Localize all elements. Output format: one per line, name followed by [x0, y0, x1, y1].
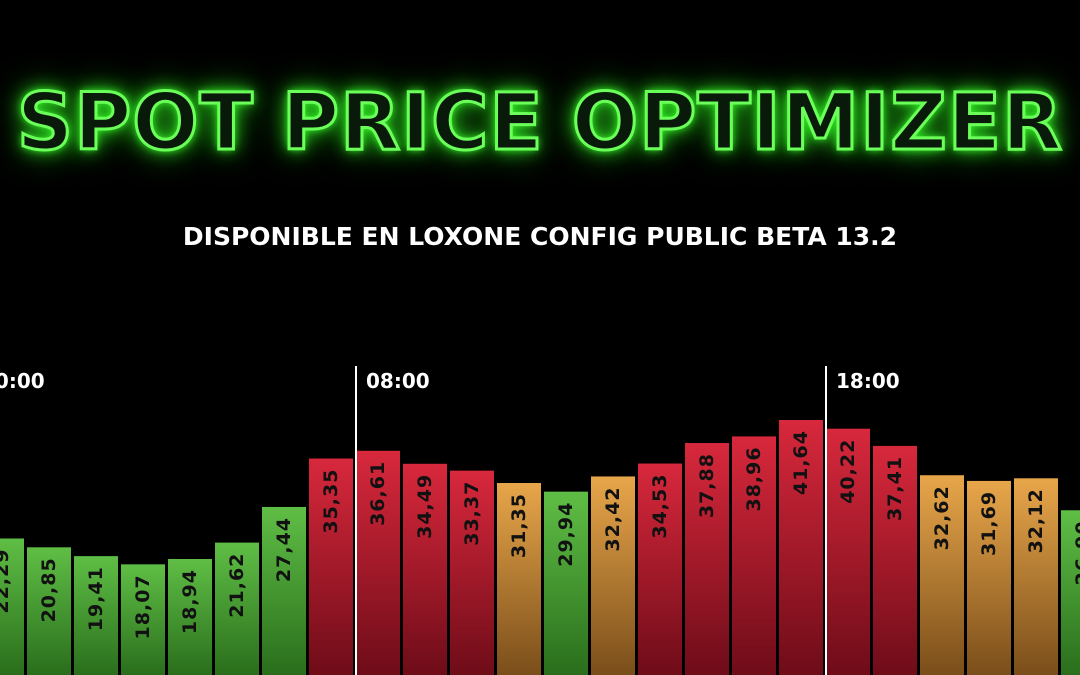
bar-value-label: 21,62: [226, 553, 248, 618]
bar-value-label: 31,69: [978, 491, 1000, 556]
bar-value-label: 26,90: [1072, 520, 1080, 585]
bar-value-label: 20,85: [38, 557, 60, 622]
bar-value-label: 37,41: [884, 456, 906, 521]
bar-1400: [638, 463, 682, 675]
bar-0200: [74, 556, 118, 675]
bar-value-label: 29,94: [555, 502, 577, 567]
bar-value-label: 40,22: [837, 439, 859, 504]
bar-0900: [403, 463, 447, 675]
bar-value-label: 18,07: [132, 574, 154, 639]
bar-value-label: 32,62: [931, 485, 953, 550]
bar-2300: [1061, 510, 1080, 675]
bar-2100: [967, 480, 1011, 675]
bar-1700: [779, 420, 823, 675]
bar-value-label: 31,35: [508, 493, 530, 558]
bar-value-label: 38,96: [743, 446, 765, 511]
bar-1800: [826, 428, 870, 675]
bar-value-label: 37,88: [696, 453, 718, 518]
bar-0100: [27, 547, 71, 675]
bar-1000: [450, 470, 494, 675]
page-title: SPOT PRICE OPTIMIZER: [15, 77, 1064, 170]
time-marker-label: 08:00: [366, 369, 430, 393]
bar-0300: [121, 564, 165, 675]
bar-value-label: 34,49: [414, 474, 436, 539]
bar-value-label: 32,12: [1025, 488, 1047, 553]
bar-0400: [168, 559, 212, 675]
bar-1900: [873, 445, 917, 675]
bar-value-label: 41,64: [790, 430, 812, 495]
bar-0500: [215, 542, 259, 675]
bar-value-label: 19,41: [85, 566, 107, 631]
bar-value-label: 22,29: [0, 548, 13, 613]
bar-0000: [0, 538, 24, 675]
time-marker-label: 18:00: [836, 369, 900, 393]
bar-1600: [732, 436, 776, 675]
bar-value-label: 33,37: [461, 481, 483, 546]
bar-value-label: 34,53: [649, 474, 671, 539]
bar-1300: [591, 476, 635, 675]
page-subtitle: DISPONIBLE EN LOXONE CONFIG PUBLIC BETA …: [182, 222, 898, 251]
bar-value-label: 36,61: [367, 461, 389, 526]
bar-0700: [309, 458, 353, 675]
bar-0800: [356, 450, 400, 675]
bar-2200: [1014, 478, 1058, 675]
bar-1200: [544, 491, 588, 675]
bar-2000: [920, 475, 964, 675]
bar-1100: [497, 483, 541, 675]
bar-1500: [685, 443, 729, 675]
bar-value-label: 18,94: [179, 569, 201, 634]
bar-value-label: 32,42: [602, 486, 624, 551]
bar-value-label: 35,35: [320, 469, 342, 534]
time-marker-label: 00:00: [0, 369, 45, 393]
bar-0600: [262, 506, 306, 675]
bar-value-label: 27,44: [273, 517, 295, 582]
